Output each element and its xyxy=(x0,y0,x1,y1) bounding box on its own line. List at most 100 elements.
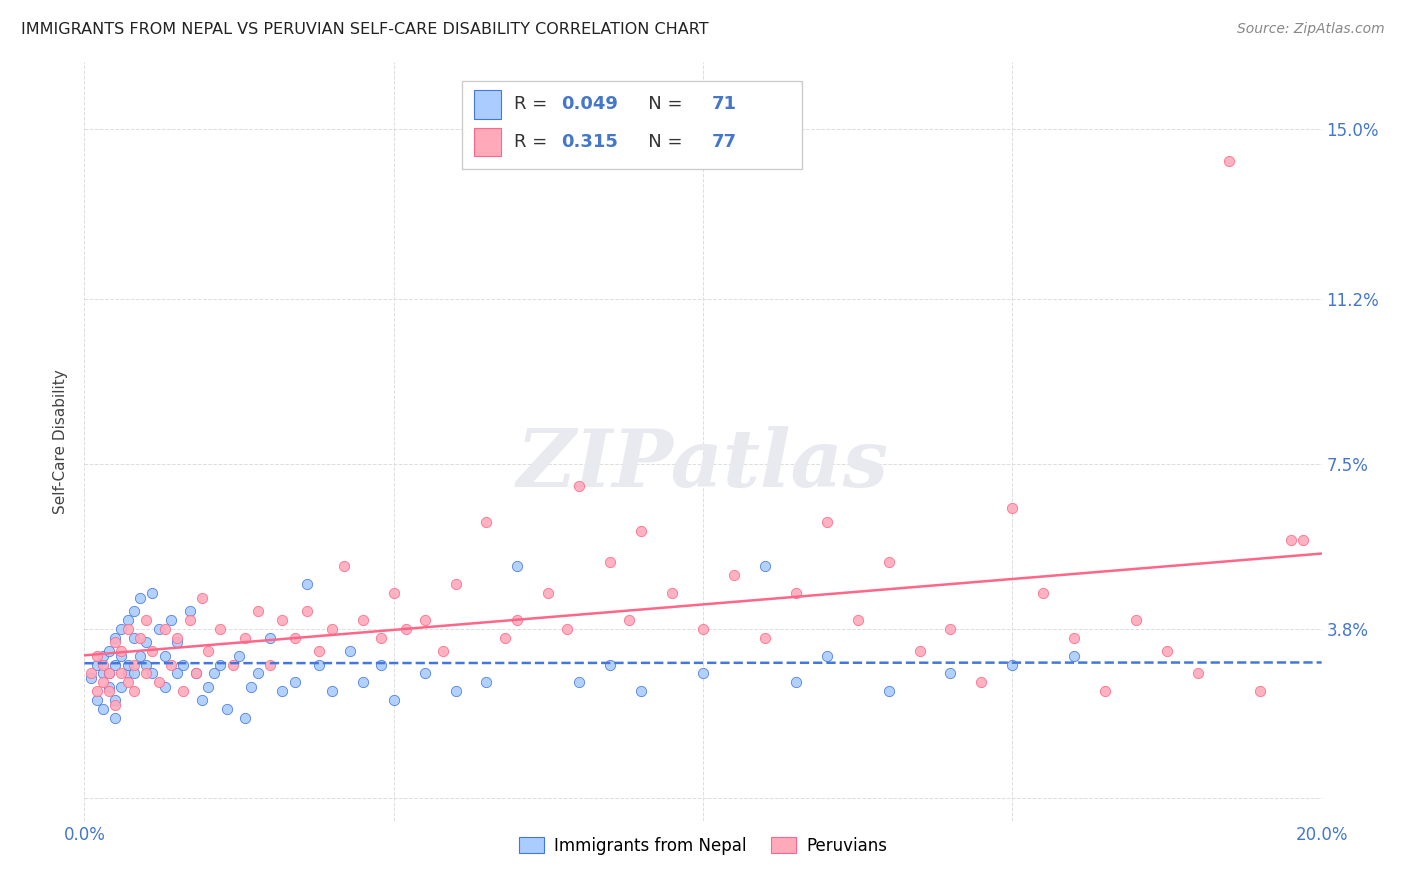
Point xyxy=(79,671,101,685)
Point xyxy=(91,675,114,690)
Point xyxy=(1187,666,1209,681)
Point xyxy=(104,711,127,725)
Point xyxy=(475,675,498,690)
Point xyxy=(395,622,418,636)
Point xyxy=(166,635,188,649)
Point xyxy=(179,604,201,618)
Point xyxy=(1125,613,1147,627)
Point xyxy=(506,613,529,627)
Point xyxy=(1218,153,1240,168)
Point xyxy=(723,568,745,582)
Point xyxy=(846,613,869,627)
Point xyxy=(209,622,232,636)
Point xyxy=(104,631,127,645)
Point xyxy=(197,680,219,694)
Point xyxy=(104,698,127,712)
Point xyxy=(259,657,281,672)
Point xyxy=(104,693,127,707)
Point xyxy=(86,684,108,698)
Point xyxy=(1001,657,1024,672)
Point xyxy=(129,591,152,605)
Point xyxy=(86,693,108,707)
Point xyxy=(79,666,101,681)
Point xyxy=(153,680,176,694)
Text: 0.315: 0.315 xyxy=(561,133,617,151)
Text: 0.049: 0.049 xyxy=(561,95,617,113)
Point xyxy=(148,622,170,636)
Point xyxy=(246,604,269,618)
Point xyxy=(908,644,931,658)
Point xyxy=(110,644,132,658)
Point xyxy=(179,613,201,627)
Point xyxy=(555,622,578,636)
Point xyxy=(110,666,132,681)
Point xyxy=(86,657,108,672)
Point xyxy=(321,622,343,636)
Point xyxy=(284,675,307,690)
Point xyxy=(184,666,207,681)
Point xyxy=(233,711,256,725)
FancyBboxPatch shape xyxy=(474,128,502,156)
Point xyxy=(135,657,157,672)
Point xyxy=(98,666,121,681)
Point xyxy=(117,657,139,672)
Point xyxy=(754,631,776,645)
Point xyxy=(284,631,307,645)
Point xyxy=(91,648,114,663)
Point xyxy=(370,631,392,645)
Point xyxy=(413,666,436,681)
Y-axis label: Self-Care Disability: Self-Care Disability xyxy=(53,369,69,514)
Point xyxy=(172,657,194,672)
Point xyxy=(141,644,163,658)
Point xyxy=(202,666,225,681)
Point xyxy=(1063,648,1085,663)
Text: IMMIGRANTS FROM NEPAL VS PERUVIAN SELF-CARE DISABILITY CORRELATION CHART: IMMIGRANTS FROM NEPAL VS PERUVIAN SELF-C… xyxy=(21,22,709,37)
Point xyxy=(184,666,207,681)
Point xyxy=(233,631,256,645)
Text: R =: R = xyxy=(513,95,553,113)
Point xyxy=(1249,684,1271,698)
FancyBboxPatch shape xyxy=(474,90,502,119)
Point xyxy=(617,613,640,627)
Point xyxy=(153,648,176,663)
Point xyxy=(537,586,560,600)
Text: 77: 77 xyxy=(711,133,737,151)
Point xyxy=(939,622,962,636)
Point xyxy=(785,586,807,600)
Point xyxy=(153,622,176,636)
Text: R =: R = xyxy=(513,133,553,151)
Point xyxy=(1001,501,1024,516)
Point xyxy=(333,559,356,574)
Point xyxy=(122,604,145,618)
Point xyxy=(295,577,318,591)
Point xyxy=(172,684,194,698)
Point xyxy=(1279,533,1302,547)
Text: 71: 71 xyxy=(711,95,737,113)
Point xyxy=(444,577,467,591)
Text: N =: N = xyxy=(631,133,689,151)
Point xyxy=(104,635,127,649)
Point xyxy=(86,648,108,663)
Point xyxy=(692,666,714,681)
Point xyxy=(506,559,529,574)
Point xyxy=(568,675,591,690)
Point xyxy=(1156,644,1178,658)
Point xyxy=(815,515,838,529)
Point xyxy=(630,524,652,538)
Point xyxy=(382,586,405,600)
Point xyxy=(785,675,807,690)
Point xyxy=(444,684,467,698)
Point xyxy=(122,666,145,681)
Point xyxy=(197,644,219,658)
Point xyxy=(1094,684,1116,698)
Point xyxy=(91,657,114,672)
Point xyxy=(98,644,121,658)
Point xyxy=(160,657,183,672)
Point xyxy=(661,586,683,600)
Point xyxy=(117,666,139,681)
Point xyxy=(91,702,114,716)
Point xyxy=(352,613,374,627)
Point xyxy=(271,684,294,698)
Point xyxy=(222,657,245,672)
Point xyxy=(240,680,263,694)
